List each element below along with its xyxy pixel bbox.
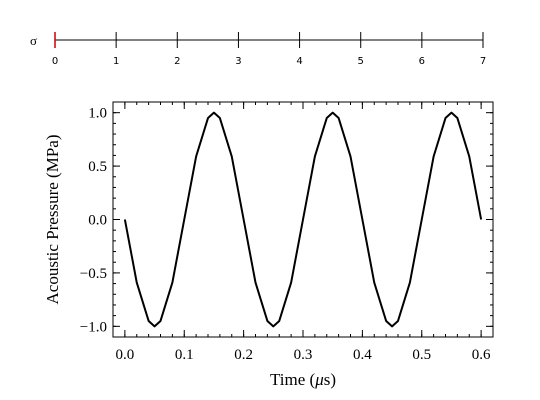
sigma-tick-label: 4 — [296, 56, 302, 67]
series-line — [123, 111, 483, 328]
sigma-tick-label: 2 — [174, 56, 180, 67]
sigma-tick-label: 6 — [419, 56, 425, 67]
x-axis-label: Time (μs) — [270, 370, 336, 389]
y-tick-label: 0.5 — [88, 159, 107, 175]
y-tick-label: 0.0 — [88, 213, 107, 229]
x-tick-label: 0.0 — [116, 347, 135, 363]
x-axis-label-unit: μ — [314, 370, 324, 389]
sigma-tick-label: 7 — [480, 56, 486, 67]
x-tick-label: 0.3 — [294, 347, 313, 363]
sigma-scale[interactable]: σ 0 1 2 3 4 5 6 7 — [30, 32, 486, 67]
y-tick-label: 1.0 — [88, 106, 107, 122]
x-tick-label: 0.2 — [234, 347, 253, 363]
sigma-symbol: σ — [30, 33, 37, 48]
sigma-ticks: 0 1 2 3 4 5 6 7 — [52, 32, 486, 67]
x-tick-label: 0.4 — [353, 347, 372, 363]
sigma-tick-label: 1 — [113, 56, 119, 67]
x-axis-label-prefix: Time ( — [270, 370, 316, 389]
sigma-tick-label: 3 — [235, 56, 241, 67]
plot: 0.0 0.1 0.2 0.3 0.4 0.5 0.6 −1.0−0.50.00.51.0 … — [43, 101, 494, 389]
x-tick-label: 0.6 — [472, 347, 491, 363]
x-tick-label: 0.5 — [412, 347, 431, 363]
sigma-tick-label: 0 — [52, 56, 58, 67]
y-axis-label: Acoustic Pressure (MPa) — [43, 135, 62, 305]
sigma-tick-label: 5 — [358, 56, 364, 67]
y-axis-ticks: −1.0 −0.5 0.0 0.5 1.0 — [80, 101, 493, 338]
x-tick-label: 0.1 — [175, 347, 194, 363]
x-axis-ticks: 0.0 0.1 0.2 0.3 0.4 0.5 0.6 — [112, 102, 494, 363]
x-axis-label-suffix: s) — [324, 370, 336, 389]
y-tick-label: −0.5 — [80, 266, 107, 282]
y-tick-label: −1.0 — [80, 319, 107, 335]
